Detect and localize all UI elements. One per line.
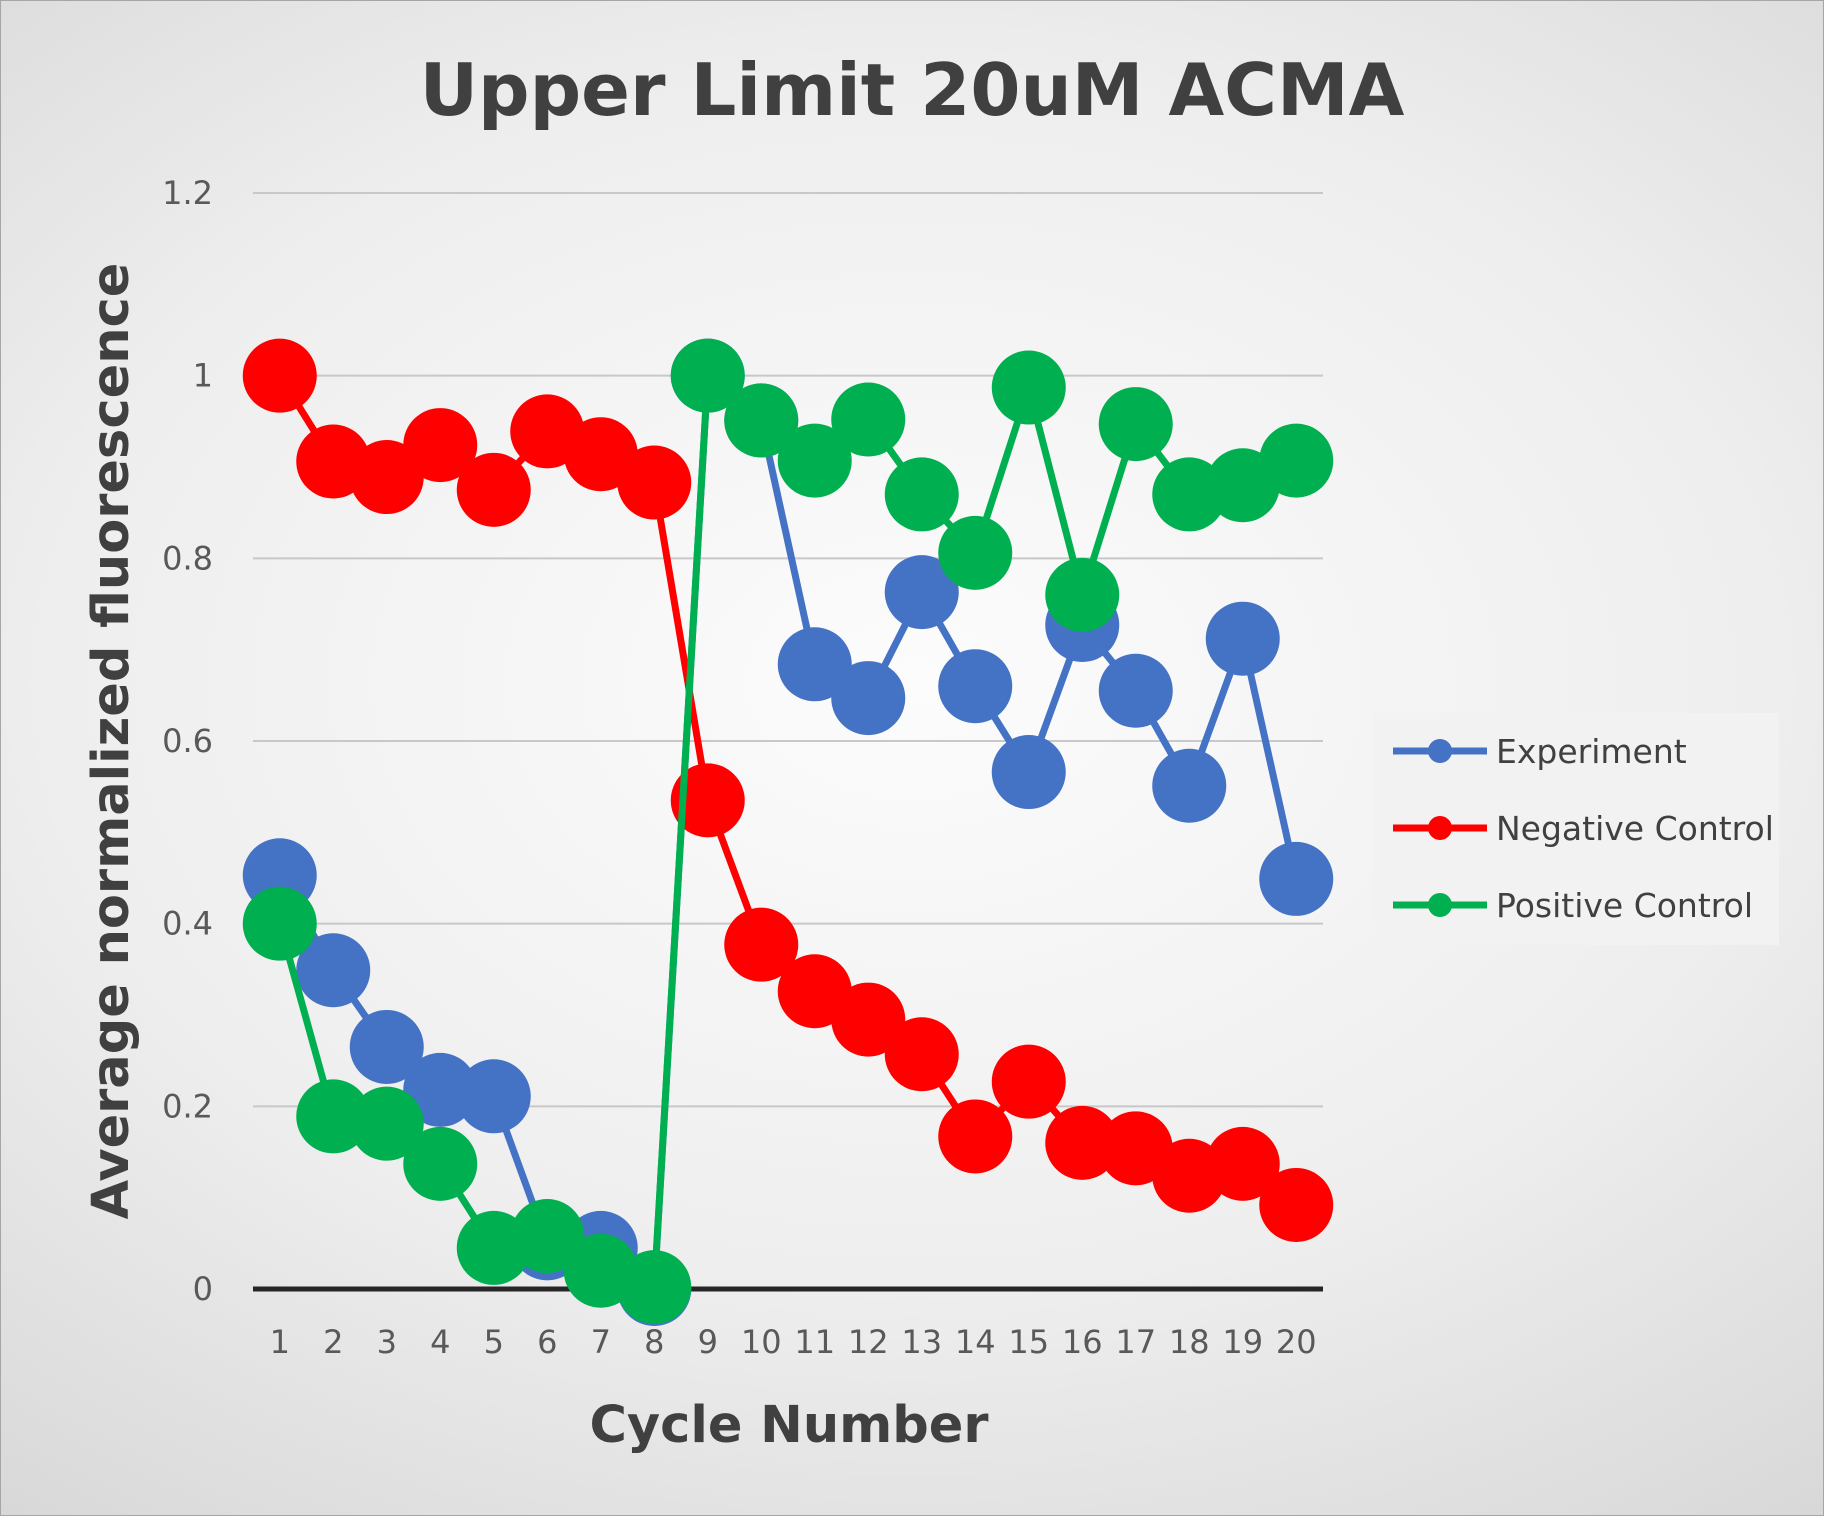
data-point — [510, 1199, 585, 1274]
data-point — [831, 661, 906, 736]
data-point — [242, 886, 317, 961]
data-point — [1098, 387, 1173, 462]
data-point — [1259, 841, 1334, 916]
x-tick-label: 2 — [323, 1323, 343, 1361]
legend: Experiment Negative Control Positive Contr… — [1374, 713, 1779, 945]
data-point — [1045, 557, 1120, 632]
data-point — [831, 382, 906, 457]
data-point — [777, 423, 852, 498]
gridlines — [253, 192, 1323, 1292]
data-point — [349, 1009, 424, 1084]
data-point — [1205, 1126, 1280, 1201]
x-tick-label: 19 — [1222, 1323, 1263, 1361]
data-point — [456, 452, 531, 527]
x-tick-label: 5 — [484, 1323, 504, 1361]
x-tick-label: 17 — [1115, 1323, 1156, 1361]
data-point — [831, 982, 906, 1057]
legend-item: Experiment — [1393, 732, 1687, 771]
data-point — [938, 515, 1013, 590]
data-point — [1152, 748, 1227, 823]
x-tick-label: 16 — [1062, 1323, 1103, 1361]
data-point — [670, 338, 745, 413]
data-point — [884, 555, 959, 630]
data-point — [1098, 653, 1173, 728]
x-tick-label: 7 — [591, 1323, 611, 1361]
legend-item: Positive Control — [1393, 886, 1753, 925]
series-negative-control — [242, 338, 1334, 1242]
plot-series — [242, 338, 1334, 1326]
data-point — [884, 1017, 959, 1092]
data-point — [777, 627, 852, 702]
y-tick-label: 0 — [193, 1270, 213, 1308]
y-axis-ticks: 0 0.2 0.4 0.6 0.8 1 1.2 — [162, 174, 213, 1308]
x-tick-label: 1 — [270, 1323, 290, 1361]
data-point — [1045, 1105, 1120, 1180]
x-tick-label: 9 — [698, 1323, 718, 1361]
y-tick-label: 1 — [193, 357, 213, 395]
data-point — [991, 1044, 1066, 1119]
data-point — [349, 440, 424, 515]
legend-label: Negative Control — [1496, 809, 1774, 848]
chart-title: Upper Limit 20uM ACMA — [420, 48, 1405, 132]
data-point — [403, 1126, 478, 1201]
data-point — [242, 338, 317, 413]
legend-label: Positive Control — [1496, 886, 1753, 925]
data-point — [403, 1052, 478, 1127]
x-tick-label: 14 — [955, 1323, 996, 1361]
data-point — [617, 445, 692, 520]
data-point — [724, 383, 799, 458]
x-axis-title: Cycle Number — [589, 1396, 988, 1455]
data-point — [938, 649, 1013, 724]
y-tick-label: 0.2 — [162, 1087, 213, 1125]
legend-marker — [1428, 893, 1452, 917]
data-point — [938, 1099, 1013, 1174]
x-tick-label: 8 — [644, 1323, 664, 1361]
x-tick-label: 11 — [794, 1323, 835, 1361]
x-tick-label: 4 — [430, 1323, 450, 1361]
y-tick-label: 1.2 — [162, 174, 213, 212]
legend-label: Experiment — [1496, 732, 1687, 771]
series-positive-control — [242, 338, 1334, 1325]
x-tick-label: 13 — [901, 1323, 942, 1361]
y-axis-title: Average normalized fluorescence — [82, 263, 141, 1220]
x-tick-label: 10 — [741, 1323, 782, 1361]
data-point — [884, 457, 959, 532]
x-tick-label: 20 — [1276, 1323, 1317, 1361]
y-tick-label: 0.6 — [162, 722, 213, 760]
data-point — [456, 1059, 531, 1134]
legend-marker — [1428, 816, 1452, 840]
x-tick-label: 12 — [848, 1323, 889, 1361]
data-point — [1259, 423, 1334, 498]
data-point — [1205, 601, 1280, 676]
data-point — [724, 907, 799, 982]
legend-marker — [1428, 739, 1452, 763]
data-point — [991, 350, 1066, 425]
data-point — [349, 1086, 424, 1161]
x-axis-ticks: 1 2 3 4 5 6 7 8 9 10 11 12 13 14 15 16 17 18 19 20 — [270, 1323, 1317, 1361]
data-point — [991, 735, 1066, 810]
data-point — [617, 1250, 692, 1325]
x-tick-label: 6 — [537, 1323, 557, 1361]
x-tick-label: 18 — [1169, 1323, 1210, 1361]
x-tick-label: 15 — [1008, 1323, 1049, 1361]
data-point — [1259, 1167, 1334, 1242]
y-tick-label: 0.4 — [162, 905, 213, 943]
legend-item: Negative Control — [1393, 809, 1774, 848]
y-tick-label: 0.8 — [162, 539, 213, 577]
x-tick-label: 3 — [377, 1323, 397, 1361]
data-point — [403, 408, 478, 483]
data-point — [296, 933, 371, 1008]
data-point — [670, 763, 745, 838]
